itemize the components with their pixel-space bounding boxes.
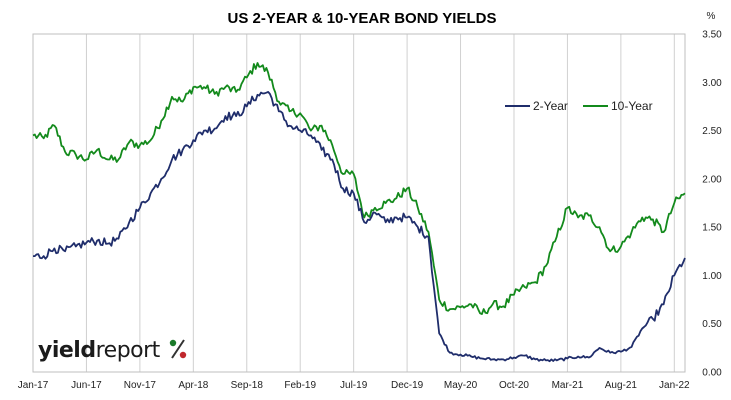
x-tick-label: Mar-21 xyxy=(552,380,584,391)
logo-percent-icon xyxy=(170,339,187,359)
chart-title: US 2-YEAR & 10-YEAR BOND YIELDS xyxy=(228,10,497,27)
gridlines xyxy=(85,34,675,372)
x-tick-label: Feb-19 xyxy=(284,380,316,391)
y-tick-label: 1.50 xyxy=(702,223,722,234)
y-tick-label: 3.50 xyxy=(702,30,722,41)
legend-label-2-year: 2-Year xyxy=(533,99,568,113)
series-lines xyxy=(32,62,686,363)
y-tick-label: 3.00 xyxy=(702,78,722,89)
y-tick-label: 0.00 xyxy=(702,368,722,379)
y-axis-unit: % xyxy=(707,11,716,22)
legend-label-10-year: 10-Year xyxy=(611,99,653,113)
x-tick-label: Nov-17 xyxy=(124,380,157,391)
legend: 2-Year 10-Year xyxy=(505,99,653,113)
x-tick-label: May-20 xyxy=(444,380,478,391)
x-tick-label: Oct-20 xyxy=(499,380,529,391)
y-tick-label: 2.00 xyxy=(702,174,722,185)
x-tick-label: Dec-19 xyxy=(391,380,424,391)
x-tick-label: Jan-22 xyxy=(659,380,690,391)
y-tick-label: 2.50 xyxy=(702,126,722,137)
x-tick-label: Jul-19 xyxy=(340,380,368,391)
series-line-2-year xyxy=(33,91,686,363)
x-tick-label: Sep-18 xyxy=(231,380,264,391)
x-tick-label: Apr-18 xyxy=(178,380,208,391)
y-tick-label: 1.00 xyxy=(702,271,722,282)
x-tick-label: Aug-21 xyxy=(605,380,638,391)
x-tick-label: Jan-17 xyxy=(18,380,49,391)
yieldreport-logo: yieldreport xyxy=(38,338,188,362)
y-tick-label: 0.50 xyxy=(702,319,722,330)
series-line-10-year xyxy=(32,62,686,315)
y-axis-ticks: 0.00 0.50 1.00 1.50 2.00 2.50 3.00 3.50 xyxy=(702,30,722,379)
x-tick-label: Jun-17 xyxy=(71,380,102,391)
logo-text-report: report xyxy=(95,338,161,363)
plot-area-frame xyxy=(32,33,686,373)
logo-text-yield: yield xyxy=(38,338,96,363)
x-axis-ticks: Jan-17 Jun-17 Nov-17 Apr-18 Sep-18 Feb-19 Jul-… xyxy=(18,380,690,391)
